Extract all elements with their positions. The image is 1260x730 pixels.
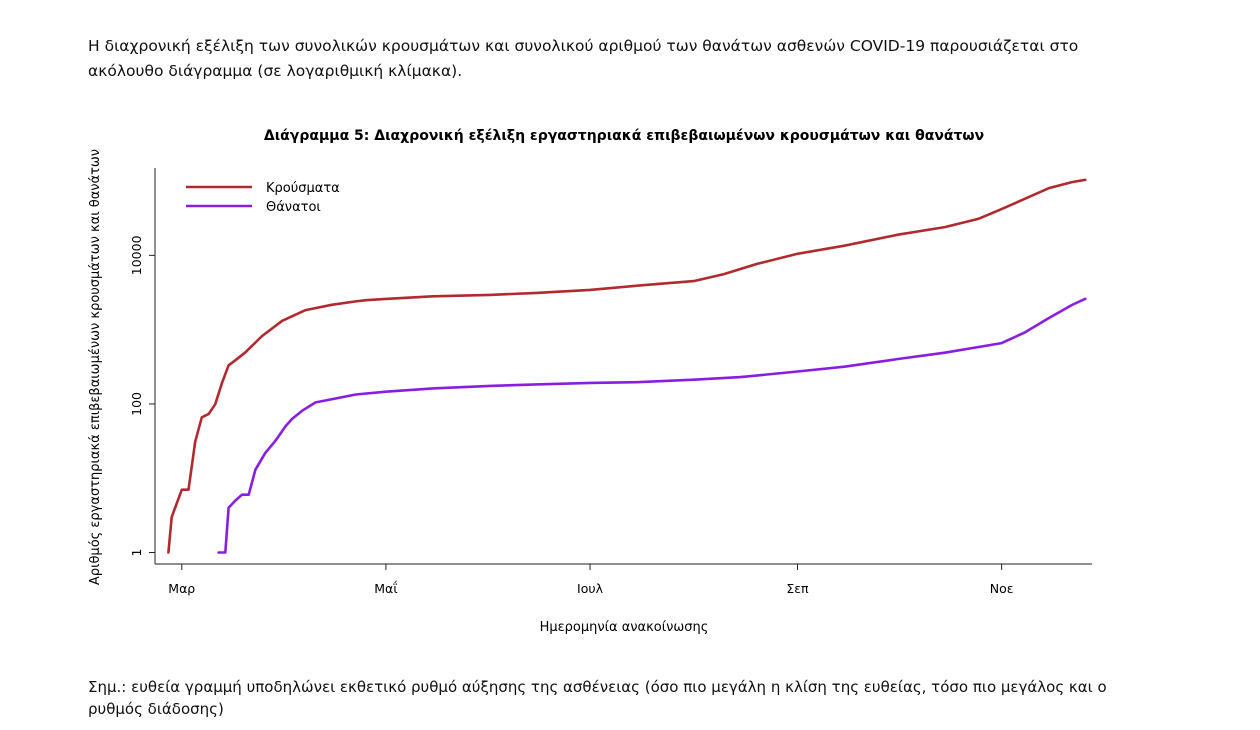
legend-label: Κρούσματα — [266, 181, 340, 196]
x-tick-label: Νοε — [990, 581, 1014, 596]
y-axis-ticks: 1 100 10000 — [129, 235, 155, 556]
series-line-2 — [217, 297, 1087, 554]
legend: Κρούσματα Θάνατοι — [186, 181, 340, 215]
intro-paragraph: Η διαχρονική εξέλιξη των συνολικών κρουσ… — [88, 37, 1079, 80]
y-axis-label: Αριθμός εργαστηριακά επιβεβαιωμένων κρου… — [88, 149, 103, 585]
x-axis-ticks: Μαρ Μαΐ Ιουλ Σεπ Νοε — [168, 564, 1014, 596]
y-tick-label: 10000 — [129, 235, 144, 275]
footnote: Σημ.: ευθεία γραμμή υποδηλώνει εκθετικό … — [88, 678, 1107, 718]
x-axis-label: Ημερομηνία ανακοίνωσης — [540, 620, 709, 635]
x-tick-label: Μαρ — [168, 581, 195, 596]
x-tick-label: Μαΐ — [374, 581, 397, 596]
chart-title: Διάγραμμα 5: Διαχρονική εξέλιξη εργαστηρ… — [264, 128, 984, 144]
legend-label: Θάνατοι — [266, 200, 321, 215]
series-line-1 — [167, 178, 1087, 554]
y-tick-label: 100 — [129, 392, 144, 416]
x-tick-label: Ιουλ — [577, 581, 604, 596]
series-lines — [167, 178, 1087, 554]
x-tick-label: Σεπ — [786, 581, 809, 596]
y-tick-label: 1 — [129, 549, 144, 557]
